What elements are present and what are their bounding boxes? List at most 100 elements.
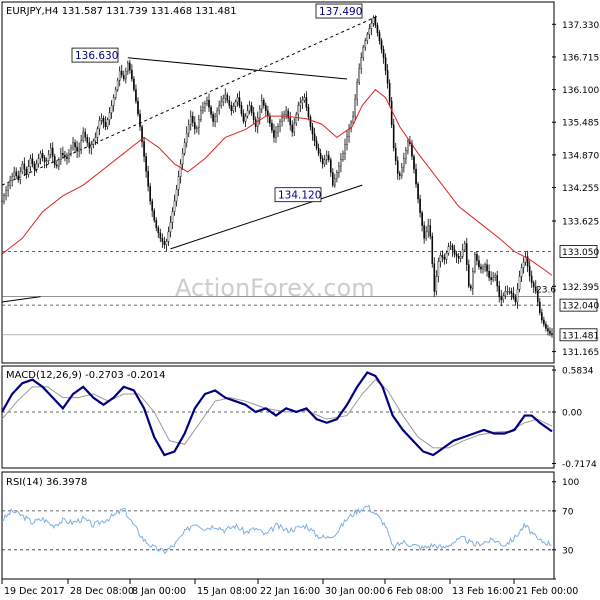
candle-body [378, 32, 381, 41]
candle-body [208, 100, 210, 108]
candle-body [472, 270, 474, 289]
candle-body [246, 110, 249, 117]
candle-body [13, 171, 15, 177]
candle-body [449, 245, 452, 247]
candle-body [350, 122, 352, 130]
candle-body [244, 115, 247, 122]
candle-body [476, 253, 478, 261]
candle-body [321, 158, 324, 165]
candle-body [177, 176, 180, 190]
candle-body [441, 255, 444, 258]
candle-body [364, 40, 367, 48]
candle-body [263, 100, 265, 106]
candle-body [530, 275, 533, 284]
candle-body [267, 110, 269, 117]
macd-line [1, 371, 553, 457]
candle-body [226, 94, 229, 101]
candle-body [202, 107, 204, 112]
candle-body [114, 89, 117, 98]
candle-body [307, 107, 310, 118]
candle-body [51, 147, 54, 157]
candle-body [212, 114, 214, 122]
candle-body [459, 256, 462, 259]
candle-body [279, 121, 281, 127]
candle-body [139, 113, 141, 127]
price-tick-label: 137.330 [562, 21, 599, 31]
candle-body [125, 70, 127, 80]
candle-body [96, 128, 99, 138]
candle-body [287, 110, 289, 119]
candle-body [443, 257, 446, 260]
candle-body [265, 105, 267, 112]
candle-body [80, 140, 82, 150]
candle-body [143, 141, 145, 157]
candle-body [396, 160, 399, 174]
candle-body [486, 264, 488, 272]
candle-body [303, 97, 306, 101]
price-level-box [559, 245, 598, 258]
candle-body [539, 301, 541, 313]
candle-body [293, 123, 296, 133]
candle-body [354, 98, 356, 117]
candle-body [214, 115, 216, 122]
candle-body [55, 164, 58, 167]
candle-body [5, 190, 7, 196]
candle-body [47, 154, 50, 161]
candle-body [228, 100, 231, 106]
candle-body [419, 198, 421, 213]
candle-body [110, 105, 113, 113]
price-level-box [559, 298, 598, 312]
candle-body [11, 176, 13, 181]
candle-body [250, 105, 253, 113]
candle-body [157, 227, 160, 234]
candle-body [332, 172, 334, 186]
candle-body [104, 122, 107, 127]
price-tick-label: 135.485 [562, 119, 599, 129]
rsi-title: RSI(14) 36.3978 [6, 477, 87, 488]
candle-body [401, 166, 403, 176]
candle-body [37, 158, 40, 165]
x-tick-label: 19 Dec 2017 [4, 586, 65, 597]
x-tick-label: 6 Feb 08:00 [387, 586, 443, 597]
candle-body [149, 186, 151, 202]
candle-body [179, 163, 182, 177]
candle-body [216, 110, 218, 117]
candle-body [478, 260, 480, 268]
candle-body [9, 180, 11, 186]
x-axis: 19 Dec 2017 28 Dec 08:008 Jan 00:00 15 Jan… [1, 579, 578, 597]
candle-body [352, 115, 354, 123]
price-annotation-label: 136.630 [75, 50, 118, 62]
candle-body [334, 178, 336, 186]
price-annotation-box [274, 187, 322, 203]
candle-body [194, 122, 196, 130]
candle-body [474, 253, 476, 272]
candle-body [285, 110, 287, 115]
price-level-label: 131.481 [562, 331, 599, 341]
candle-body [62, 153, 64, 156]
macd-panel-frame [1, 365, 555, 469]
trendline [170, 184, 363, 250]
candle-body [417, 183, 419, 200]
candle-body [120, 70, 123, 76]
candle-body [299, 102, 302, 106]
candle-body [439, 255, 442, 262]
candle-body [309, 116, 312, 127]
macd-tick-label: -0.7174 [562, 460, 597, 470]
candle-body [147, 171, 149, 187]
rsi-tick-label: 70 [562, 507, 574, 517]
candle-body [398, 173, 401, 176]
candle-body [508, 291, 511, 293]
candle-body [175, 189, 178, 202]
candle-body [41, 153, 44, 158]
candle-body [327, 155, 330, 160]
price-tick-label: 132.395 [562, 283, 599, 293]
candle-body [500, 296, 503, 301]
candle-body [66, 156, 68, 159]
candle-body [423, 225, 425, 239]
price-annotation-box [71, 47, 119, 63]
candle-body [360, 57, 363, 69]
candle-body [258, 108, 261, 119]
x-tick-label: 28 Dec 08:00 [70, 586, 134, 597]
price-layer: 137.330 136.715 136.100 135.485 134.870 134.2… [1, 3, 599, 358]
macd-tick-label: 0.5834 [562, 367, 594, 377]
